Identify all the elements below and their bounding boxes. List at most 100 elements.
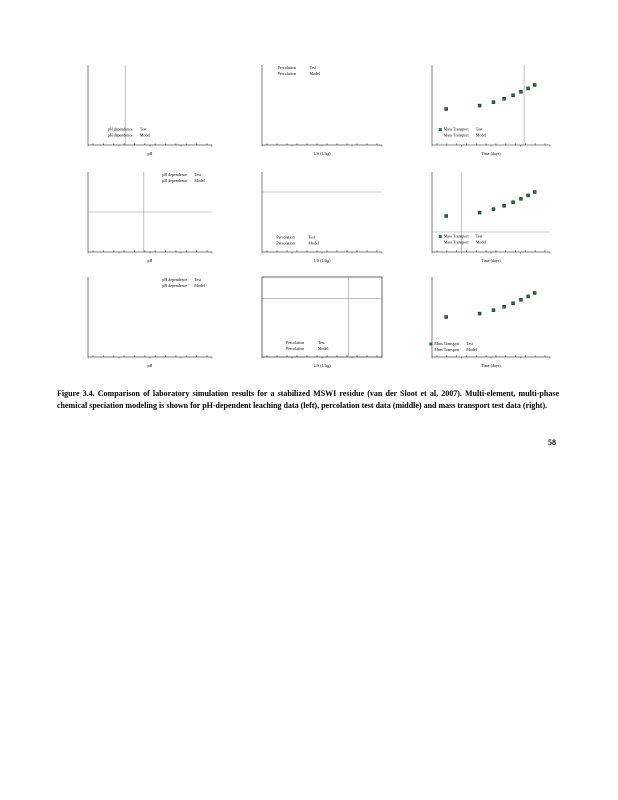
dot bbox=[133, 250, 135, 252]
dot bbox=[165, 143, 167, 145]
data-point bbox=[532, 83, 537, 87]
legend-kind: Model bbox=[194, 283, 205, 288]
dot bbox=[376, 355, 378, 357]
dot bbox=[495, 355, 497, 357]
dot bbox=[336, 250, 338, 252]
legend-name: Percolation bbox=[276, 240, 294, 245]
dot bbox=[206, 355, 208, 357]
dot bbox=[336, 143, 338, 145]
dot bbox=[544, 355, 546, 357]
legend-kind: Model bbox=[310, 71, 321, 76]
dot bbox=[113, 355, 115, 357]
dot bbox=[534, 143, 536, 145]
dot bbox=[266, 355, 268, 357]
x-axis-label: pH bbox=[148, 258, 153, 263]
dot bbox=[456, 355, 458, 357]
legend-kind: Model bbox=[308, 240, 319, 245]
dot bbox=[456, 250, 458, 252]
legend-swatch bbox=[429, 342, 433, 346]
dot bbox=[326, 250, 328, 252]
dot bbox=[515, 250, 517, 252]
legend-kind: Model bbox=[140, 133, 151, 138]
dot bbox=[366, 143, 368, 145]
dot bbox=[495, 250, 497, 252]
legend-name: Mass Transport bbox=[444, 127, 470, 132]
data-point bbox=[519, 197, 523, 201]
dot bbox=[356, 143, 358, 145]
dot bbox=[534, 250, 536, 252]
dot bbox=[286, 355, 288, 357]
legend-name: Mass Transport bbox=[444, 133, 470, 138]
dot bbox=[505, 250, 507, 252]
dot bbox=[296, 250, 298, 252]
dot bbox=[465, 143, 467, 145]
legend-name: Percolation bbox=[286, 346, 304, 351]
dot bbox=[505, 143, 507, 145]
x-axis-label: L/S (L/kg) bbox=[314, 363, 332, 368]
legend-kind: Test bbox=[310, 65, 317, 70]
dot bbox=[485, 250, 487, 252]
data-point bbox=[519, 90, 523, 94]
legend-name: pH dependence bbox=[162, 178, 187, 183]
dot bbox=[475, 355, 477, 357]
dot bbox=[175, 355, 177, 357]
figure: pH dependence Test pH dependence Model pH Per… bbox=[87, 65, 551, 368]
dot bbox=[446, 250, 448, 252]
dot bbox=[376, 143, 378, 145]
data-point bbox=[502, 97, 506, 101]
data-point bbox=[502, 305, 506, 309]
dot bbox=[154, 143, 156, 145]
data-point bbox=[477, 103, 482, 108]
x-axis-label: Time (days) bbox=[481, 258, 501, 263]
dot bbox=[123, 143, 125, 145]
legend-name: Mass Transport bbox=[444, 234, 470, 239]
dot bbox=[495, 143, 497, 145]
legend-name: Mass Transport bbox=[444, 240, 470, 245]
dot bbox=[346, 143, 348, 145]
dot bbox=[326, 143, 328, 145]
dot bbox=[92, 250, 94, 252]
dot bbox=[524, 250, 526, 252]
dot bbox=[524, 355, 526, 357]
dot bbox=[475, 250, 477, 252]
dot bbox=[144, 355, 146, 357]
dot bbox=[144, 143, 146, 145]
legend-kind: Test bbox=[140, 127, 147, 132]
dot bbox=[376, 250, 378, 252]
data-point bbox=[502, 204, 506, 208]
legend-kind: Model bbox=[476, 133, 487, 138]
dot bbox=[316, 355, 318, 357]
dot bbox=[465, 355, 467, 357]
dot bbox=[154, 355, 156, 357]
dot bbox=[316, 250, 318, 252]
data-point bbox=[477, 311, 482, 316]
dot bbox=[446, 143, 448, 145]
dot bbox=[165, 355, 167, 357]
dot bbox=[544, 250, 546, 252]
dot bbox=[356, 250, 358, 252]
legend-swatch bbox=[438, 128, 442, 132]
dot bbox=[196, 143, 198, 145]
data-point bbox=[526, 294, 530, 299]
dot bbox=[544, 143, 546, 145]
legend-name: Percolation bbox=[276, 234, 294, 239]
legend-name: Percolation bbox=[278, 65, 296, 70]
dot bbox=[356, 355, 358, 357]
x-axis-label: pH bbox=[148, 363, 153, 368]
dot bbox=[534, 355, 536, 357]
dot bbox=[306, 355, 308, 357]
dot bbox=[123, 355, 125, 357]
dot bbox=[123, 250, 125, 252]
dot bbox=[206, 250, 208, 252]
data-point bbox=[532, 190, 537, 194]
dot bbox=[296, 143, 298, 145]
dot bbox=[102, 355, 104, 357]
dot bbox=[144, 250, 146, 252]
dot bbox=[276, 250, 278, 252]
legend-swatch bbox=[438, 235, 442, 239]
dot bbox=[113, 250, 115, 252]
dot bbox=[515, 355, 517, 357]
dot bbox=[206, 143, 208, 145]
data-point bbox=[491, 207, 496, 211]
dot bbox=[185, 143, 187, 145]
